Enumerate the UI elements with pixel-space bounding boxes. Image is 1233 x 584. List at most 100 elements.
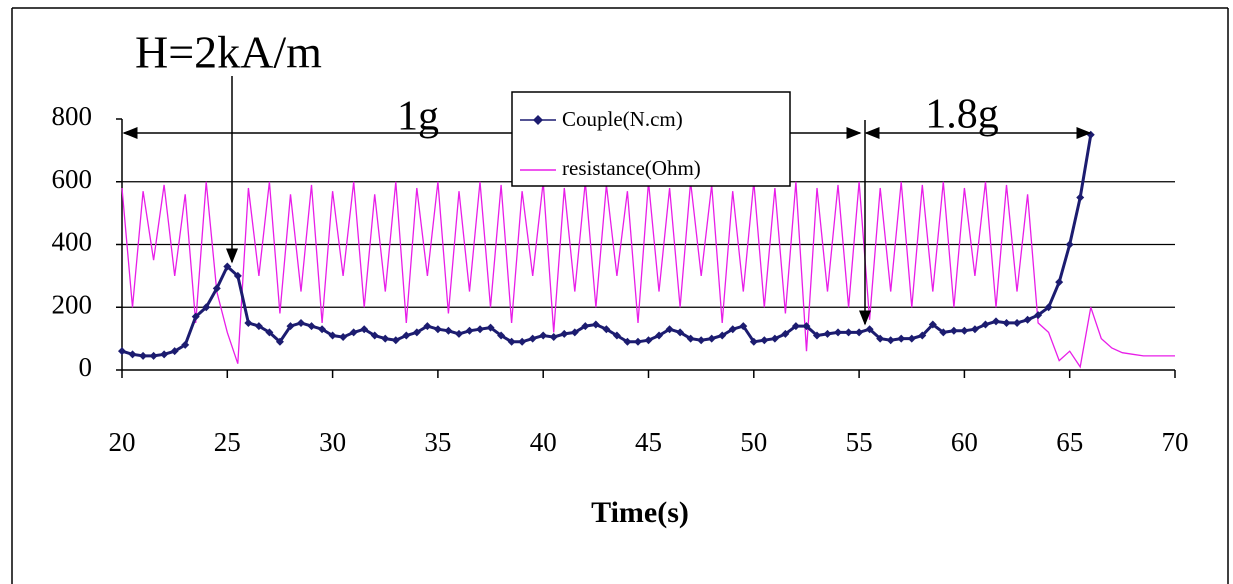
marker xyxy=(412,328,421,337)
marker xyxy=(760,336,769,345)
marker xyxy=(465,326,474,335)
marker xyxy=(970,325,979,334)
y-tick-label: 800 xyxy=(52,101,93,131)
x-tick-label: 70 xyxy=(1162,427,1189,457)
frame xyxy=(11,7,1229,584)
marker xyxy=(749,337,758,346)
marker xyxy=(360,325,369,334)
marker xyxy=(633,337,642,346)
marker xyxy=(907,334,916,343)
marker xyxy=(802,322,811,331)
marker xyxy=(381,334,390,343)
marker xyxy=(191,312,200,321)
marker xyxy=(897,334,906,343)
marker xyxy=(707,334,716,343)
marker xyxy=(486,323,495,332)
marker xyxy=(612,331,621,340)
marker xyxy=(497,331,506,340)
marker xyxy=(402,331,411,340)
x-tick-label: 45 xyxy=(635,427,662,457)
marker xyxy=(886,336,895,345)
marker xyxy=(349,328,358,337)
y-tick-label: 0 xyxy=(79,352,93,382)
marker xyxy=(602,325,611,334)
marker xyxy=(1055,278,1064,287)
marker xyxy=(781,329,790,338)
marker xyxy=(1002,318,1011,327)
x-tick-label: 50 xyxy=(740,427,767,457)
marker xyxy=(665,325,674,334)
marker xyxy=(676,328,685,337)
marker xyxy=(1013,318,1022,327)
annotation: 1.8g xyxy=(925,92,999,138)
marker xyxy=(560,329,569,338)
x-tick-label: 65 xyxy=(1056,427,1083,457)
marker xyxy=(181,340,190,349)
marker xyxy=(812,331,821,340)
marker xyxy=(728,325,737,334)
x-tick-label: 60 xyxy=(951,427,978,457)
marker xyxy=(286,322,295,331)
marker xyxy=(528,334,537,343)
x-tick-label: 25 xyxy=(214,427,241,457)
marker xyxy=(591,320,600,329)
marker xyxy=(254,322,263,331)
marker xyxy=(876,334,885,343)
marker xyxy=(318,325,327,334)
marker xyxy=(1023,315,1032,324)
legend-box xyxy=(511,91,791,187)
marker xyxy=(844,328,853,337)
marker xyxy=(981,320,990,329)
marker xyxy=(212,284,221,293)
marker xyxy=(655,331,664,340)
marker xyxy=(507,337,516,346)
legend: Couple(N.cm) resistance(Ohm) xyxy=(511,91,791,187)
marker xyxy=(149,351,158,360)
marker xyxy=(644,336,653,345)
marker xyxy=(1076,193,1085,202)
marker xyxy=(1034,311,1043,320)
x-tick-label: 30 xyxy=(319,427,346,457)
marker xyxy=(139,351,148,360)
marker xyxy=(770,334,779,343)
y-tick-label: 400 xyxy=(52,227,93,257)
marker xyxy=(539,331,548,340)
x-tick-label: 35 xyxy=(424,427,451,457)
annotation: H=2kA/m xyxy=(135,27,322,78)
marker xyxy=(791,322,800,331)
marker xyxy=(339,333,348,342)
marker xyxy=(686,334,695,343)
legend-swatch xyxy=(533,115,543,125)
marker xyxy=(549,333,558,342)
marker xyxy=(570,328,579,337)
legend-entry: Couple(N.cm) xyxy=(562,107,683,131)
marker xyxy=(991,317,1000,326)
marker xyxy=(328,331,337,340)
marker xyxy=(223,262,232,271)
marker xyxy=(307,322,316,331)
marker xyxy=(581,322,590,331)
marker xyxy=(865,325,874,334)
y-tick-label: 200 xyxy=(52,289,93,319)
marker xyxy=(170,347,179,356)
x-tick-label: 55 xyxy=(846,427,873,457)
y-tick-label: 600 xyxy=(52,164,93,194)
annotation: 1g xyxy=(397,94,439,140)
x-tick-label: 20 xyxy=(109,427,136,457)
marker xyxy=(454,329,463,338)
marker xyxy=(623,337,632,346)
marker xyxy=(433,325,442,334)
marker xyxy=(855,328,864,337)
marker xyxy=(1044,303,1053,312)
marker xyxy=(823,329,832,338)
legend-entry: resistance(Ohm) xyxy=(562,156,701,180)
marker xyxy=(939,328,948,337)
marker xyxy=(960,326,969,335)
x-tick-label: 40 xyxy=(530,427,557,457)
marker xyxy=(233,271,242,280)
marker xyxy=(370,331,379,340)
marker xyxy=(697,336,706,345)
marker xyxy=(128,350,137,359)
marker xyxy=(1065,240,1074,249)
